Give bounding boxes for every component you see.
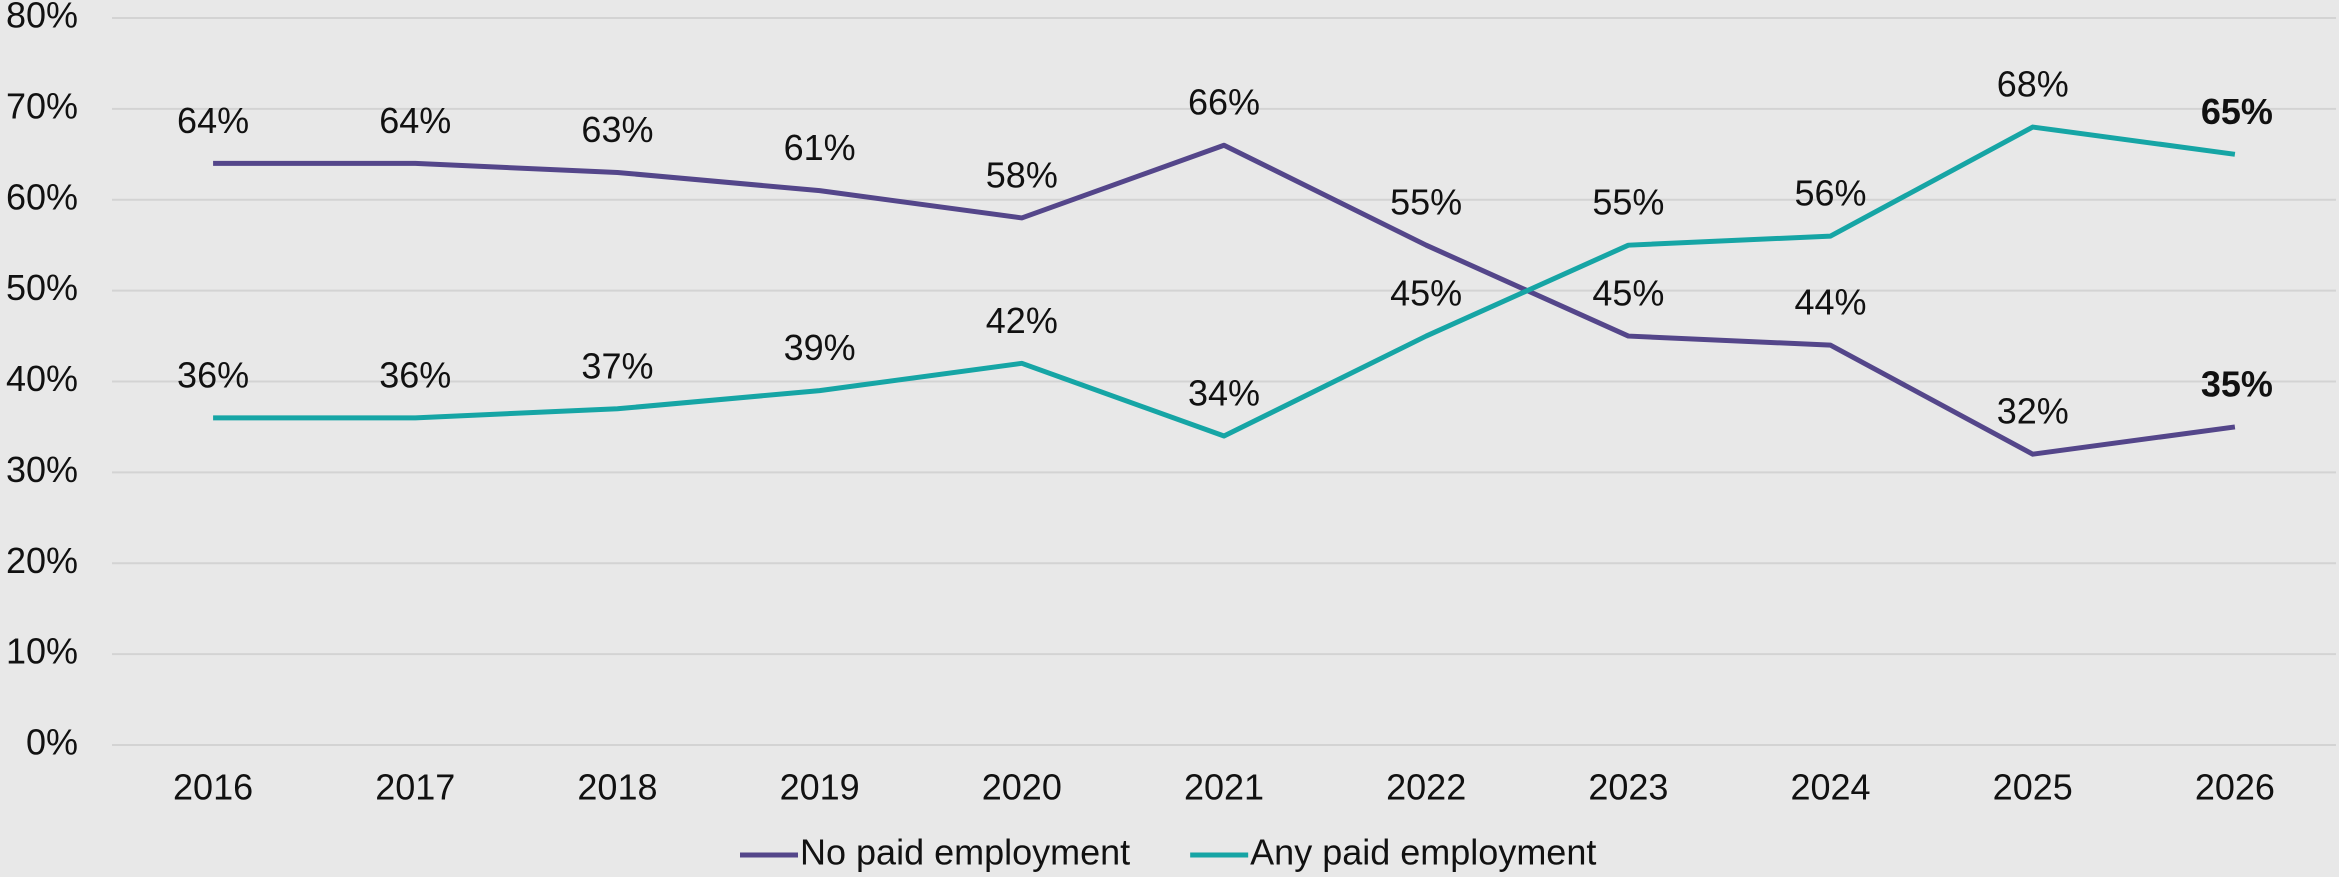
y-tick-label: 0%	[26, 722, 78, 763]
data-label: 58%	[986, 154, 1058, 195]
data-label: 66%	[1188, 82, 1260, 123]
x-tick-label: 2022	[1386, 767, 1466, 808]
data-label: 42%	[986, 300, 1058, 341]
x-tick-label: 2019	[780, 767, 860, 808]
data-label: 55%	[1390, 182, 1462, 223]
data-label: 45%	[1592, 273, 1664, 314]
data-label: 55%	[1592, 182, 1664, 223]
data-label: 32%	[1997, 391, 2069, 432]
data-label: 64%	[177, 100, 249, 141]
y-tick-label: 70%	[6, 85, 78, 126]
x-tick-label: 2020	[982, 767, 1062, 808]
y-tick-label: 40%	[6, 358, 78, 399]
y-tick-label: 60%	[6, 176, 78, 217]
data-label: 61%	[784, 127, 856, 168]
data-label: 39%	[784, 327, 856, 368]
y-tick-label: 20%	[6, 540, 78, 581]
x-tick-label: 2025	[1993, 767, 2073, 808]
data-label: 65%	[2201, 91, 2273, 132]
data-label: 36%	[379, 354, 451, 395]
data-label: 64%	[379, 100, 451, 141]
data-label: 37%	[581, 345, 653, 386]
y-tick-label: 80%	[6, 0, 78, 36]
data-label: 68%	[1997, 64, 2069, 105]
data-label: 34%	[1188, 373, 1260, 414]
data-label: 35%	[2201, 363, 2273, 404]
data-label: 44%	[1795, 282, 1867, 323]
data-label: 45%	[1390, 273, 1462, 314]
series-line	[213, 124, 2236, 439]
x-tick-label: 2018	[577, 767, 657, 808]
x-tick-label: 2021	[1184, 767, 1264, 808]
x-tick-label: 2024	[1790, 767, 1870, 808]
data-label: 56%	[1795, 173, 1867, 214]
series-line	[213, 142, 2236, 457]
data-label: 36%	[177, 354, 249, 395]
data-label: 63%	[581, 109, 653, 150]
legend-label: No paid employment	[800, 832, 1130, 873]
x-tick-label: 2026	[2195, 767, 2275, 808]
y-tick-label: 50%	[6, 267, 78, 308]
x-tick-label: 2017	[375, 767, 455, 808]
legend-label: Any paid employment	[1250, 832, 1596, 873]
x-tick-label: 2023	[1588, 767, 1668, 808]
y-tick-label: 10%	[6, 631, 78, 672]
x-tick-label: 2016	[173, 767, 253, 808]
y-tick-label: 30%	[6, 449, 78, 490]
